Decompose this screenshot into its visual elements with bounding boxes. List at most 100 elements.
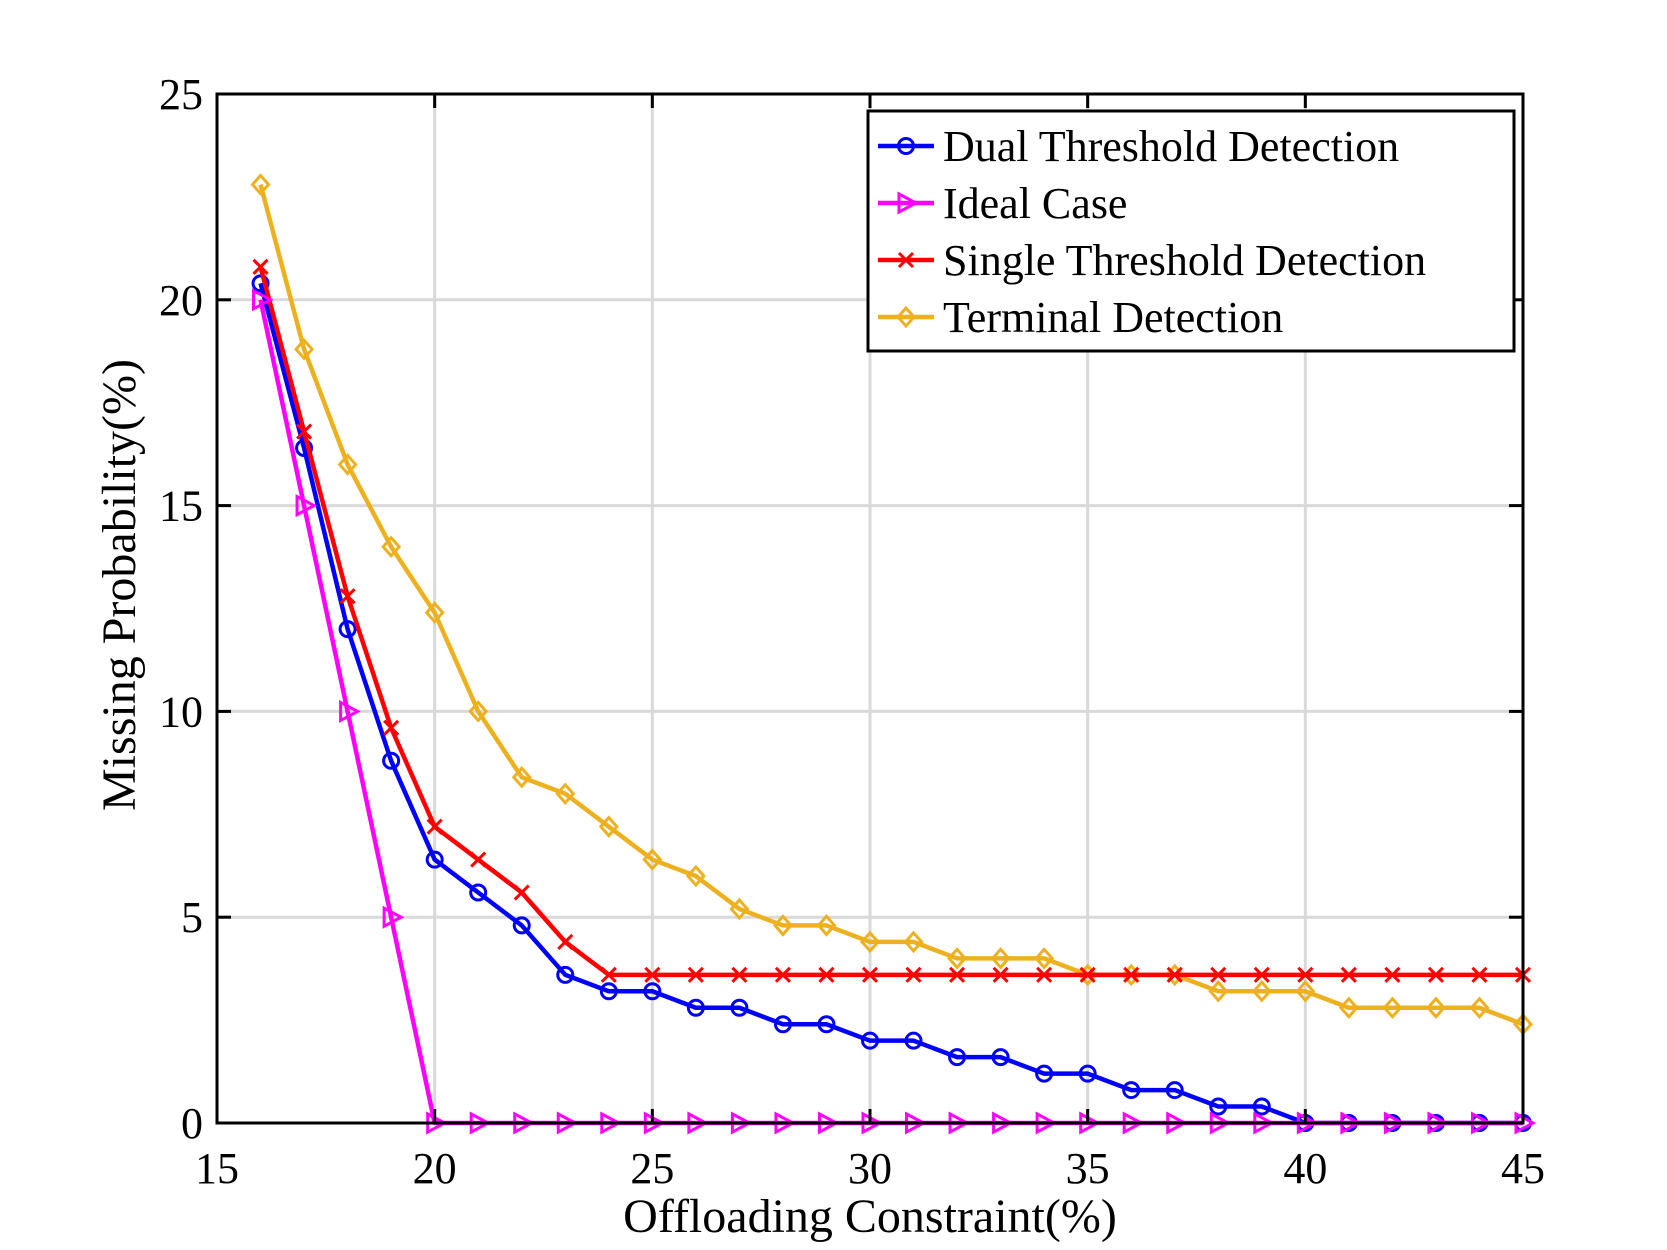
data-point-single-threshold-detection <box>1427 966 1444 983</box>
data-point-terminal-detection <box>1338 996 1359 1020</box>
data-point-dual-threshold-detection <box>991 1048 1010 1067</box>
data-point-single-threshold-detection <box>1471 966 1488 983</box>
data-point-terminal-detection <box>1121 963 1142 987</box>
data-point-single-threshold-detection <box>687 966 704 983</box>
data-point-dual-threshold-detection <box>382 751 401 770</box>
data-point-terminal-detection <box>1208 980 1229 1003</box>
data-point-ideal-case <box>339 699 361 723</box>
data-point-dual-threshold-detection <box>1165 1081 1184 1100</box>
data-point-dual-threshold-detection <box>773 1015 792 1034</box>
y-tick-label: 20 <box>159 276 203 325</box>
data-point-terminal-detection <box>381 535 402 559</box>
x-tick-label: 40 <box>1283 1144 1327 1193</box>
data-point-single-threshold-detection <box>992 966 1009 983</box>
data-point-terminal-detection <box>1164 963 1185 987</box>
data-point-dual-threshold-detection <box>556 965 575 984</box>
data-point-dual-threshold-detection <box>425 850 444 869</box>
data-point-single-threshold-detection <box>383 719 400 736</box>
data-point-terminal-detection <box>555 782 576 805</box>
x-tick-label: 20 <box>413 1144 457 1193</box>
legend-item-ideal-case: Ideal Case <box>878 179 1127 228</box>
data-point-single-threshold-detection <box>1340 966 1357 983</box>
data-point-terminal-detection <box>903 930 924 954</box>
data-point-dual-threshold-detection <box>512 916 531 935</box>
data-point-dual-threshold-detection <box>1209 1097 1228 1116</box>
data-point-terminal-detection <box>250 173 271 196</box>
data-point-single-threshold-detection <box>513 884 530 901</box>
legend-label: Dual Threshold Detection <box>943 122 1399 171</box>
data-point-terminal-detection <box>337 453 358 476</box>
data-point-dual-threshold-detection <box>295 438 314 457</box>
legend-label: Single Threshold Detection <box>943 236 1426 285</box>
legend-item-terminal-detection: Terminal Detection <box>878 293 1283 342</box>
data-point-single-threshold-detection <box>731 966 748 983</box>
x-tick-label: 45 <box>1501 1144 1545 1193</box>
data-point-dual-threshold-detection <box>1252 1097 1271 1116</box>
data-point-terminal-detection <box>294 337 315 361</box>
data-point-terminal-detection <box>947 947 968 970</box>
data-point-single-threshold-detection <box>470 851 487 868</box>
data-point-dual-threshold-detection <box>948 1048 967 1067</box>
data-point-single-threshold-detection <box>1123 966 1140 983</box>
legend-marker <box>895 305 917 329</box>
data-point-terminal-detection <box>772 914 793 937</box>
x-axis-label: Offloading Constraint(%) <box>623 1190 1117 1243</box>
data-point-terminal-detection <box>598 815 619 838</box>
data-point-terminal-detection <box>1251 980 1272 1003</box>
data-point-terminal-detection <box>859 930 881 954</box>
y-tick-label: 0 <box>181 1099 203 1148</box>
data-point-dual-threshold-detection <box>686 998 705 1017</box>
legend-item-dual-threshold-detection: Dual Threshold Detection <box>878 122 1399 171</box>
data-point-terminal-detection <box>424 601 445 624</box>
legend-marker <box>897 137 915 155</box>
data-point-dual-threshold-detection <box>817 1015 836 1034</box>
data-point-terminal-detection <box>990 947 1011 970</box>
data-point-single-threshold-detection <box>557 933 574 950</box>
y-axis-label: Missing Probability(%) <box>93 359 146 811</box>
x-tick-label: 15 <box>195 1144 239 1193</box>
data-point-single-threshold-detection <box>949 966 966 983</box>
y-tick-label: 25 <box>159 70 203 119</box>
data-point-single-threshold-detection <box>1166 966 1183 983</box>
data-point-dual-threshold-detection <box>251 274 270 293</box>
data-point-single-threshold-detection <box>426 818 443 835</box>
data-point-terminal-detection <box>1425 996 1446 1020</box>
data-point-dual-threshold-detection <box>1078 1064 1097 1083</box>
data-point-terminal-detection <box>685 864 706 888</box>
x-tick-label: 25 <box>630 1144 674 1193</box>
data-point-single-threshold-detection <box>600 966 617 983</box>
data-point-terminal-detection <box>642 848 663 871</box>
data-point-dual-threshold-detection <box>730 998 749 1017</box>
data-point-terminal-detection <box>729 897 750 921</box>
legend: Dual Threshold Detection Ideal Case Single… <box>866 109 1516 353</box>
data-point-single-threshold-detection <box>1210 966 1227 983</box>
data-point-dual-threshold-detection <box>469 883 488 902</box>
data-point-single-threshold-detection <box>818 966 835 983</box>
data-point-dual-threshold-detection <box>599 982 618 1001</box>
legend-box <box>866 109 1516 353</box>
data-point-dual-threshold-detection <box>338 620 357 639</box>
data-point-single-threshold-detection <box>905 966 922 983</box>
data-point-dual-threshold-detection <box>1035 1064 1054 1083</box>
legend-marker <box>897 251 915 269</box>
data-point-terminal-detection <box>1295 980 1316 1003</box>
y-tick-label: 5 <box>181 893 203 942</box>
data-point-single-threshold-detection <box>1384 966 1401 983</box>
data-point-dual-threshold-detection <box>904 1031 923 1050</box>
data-point-single-threshold-detection <box>339 588 356 605</box>
data-point-single-threshold-detection <box>1036 966 1053 983</box>
series-terminal-detection <box>250 173 1534 1036</box>
data-point-single-threshold-detection <box>1079 966 1096 983</box>
data-point-single-threshold-detection <box>1253 966 1270 983</box>
data-point-single-threshold-detection <box>774 966 791 983</box>
data-point-single-threshold-detection <box>1297 966 1314 983</box>
data-point-ideal-case <box>252 288 274 312</box>
legend-item-single-threshold-detection: Single Threshold Detection <box>878 236 1426 285</box>
data-point-single-threshold-detection <box>252 258 269 275</box>
data-point-dual-threshold-detection <box>643 982 662 1001</box>
data-point-single-threshold-detection <box>644 966 661 983</box>
legend-label: Terminal Detection <box>943 293 1283 342</box>
data-point-terminal-detection <box>1469 996 1490 1020</box>
data-point-dual-threshold-detection <box>861 1031 879 1050</box>
